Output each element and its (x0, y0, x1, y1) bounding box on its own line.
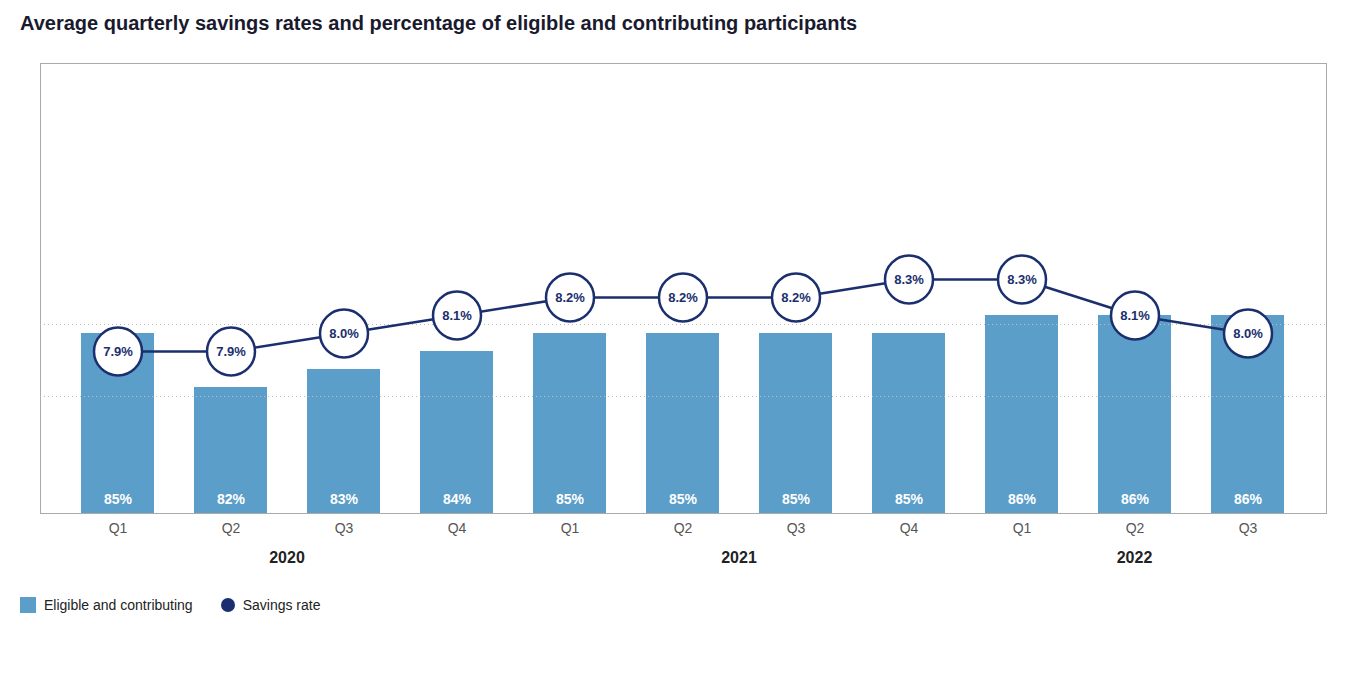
svg-text:Q2: Q2 (674, 520, 693, 536)
svg-text:Q3: Q3 (1239, 520, 1258, 536)
svg-text:85%: 85% (669, 491, 698, 507)
svg-text:85%: 85% (104, 491, 133, 507)
svg-text:85%: 85% (556, 491, 585, 507)
svg-text:Q2: Q2 (222, 520, 241, 536)
svg-text:7.9%: 7.9% (103, 344, 133, 359)
svg-text:Q1: Q1 (109, 520, 128, 536)
svg-text:Q3: Q3 (335, 520, 354, 536)
svg-text:Q4: Q4 (900, 520, 919, 536)
html-text:Savings rate: Savings rate (242, 597, 321, 613)
svg-text:Q2: Q2 (1126, 520, 1145, 536)
svg-text:8.0%: 8.0% (1233, 326, 1263, 341)
svg-text:Q1: Q1 (561, 520, 580, 536)
svg-text:8.2%: 8.2% (668, 290, 698, 305)
html-text:Eligible and contributing: Eligible and contributing (44, 597, 193, 613)
svg-text:8.1%: 8.1% (442, 308, 472, 323)
html-text:2020: 2020 (269, 549, 305, 566)
svg-text:8.1%: 8.1% (1120, 308, 1150, 323)
svg-text:84%: 84% (443, 491, 472, 507)
svg-text:86%: 86% (1008, 491, 1037, 507)
svg-text:85%: 85% (895, 491, 924, 507)
svg-text:85%: 85% (782, 491, 811, 507)
svg-text:8.0%: 8.0% (329, 326, 359, 341)
svg-text:8.3%: 8.3% (894, 272, 924, 287)
svg-text:82%: 82% (217, 491, 246, 507)
html-text:2022: 2022 (1116, 549, 1153, 566)
svg-text:86%: 86% (1234, 491, 1263, 507)
svg-text:7.9%: 7.9% (216, 344, 246, 359)
svg-text:Q4: Q4 (448, 520, 467, 536)
svg-text:8.3%: 8.3% (1007, 272, 1037, 287)
svg-text:Q3: Q3 (787, 520, 806, 536)
html-text:2021: 2021 (721, 549, 757, 566)
svg-text:8.2%: 8.2% (555, 290, 585, 305)
html-text:Average quarterly savings rate: Average quarterly savings rates and perc… (20, 12, 858, 34)
svg-text:Q1: Q1 (1013, 520, 1032, 536)
svg-text:83%: 83% (330, 491, 359, 507)
svg-text:8.2%: 8.2% (781, 290, 811, 305)
svg-text:86%: 86% (1121, 491, 1150, 507)
